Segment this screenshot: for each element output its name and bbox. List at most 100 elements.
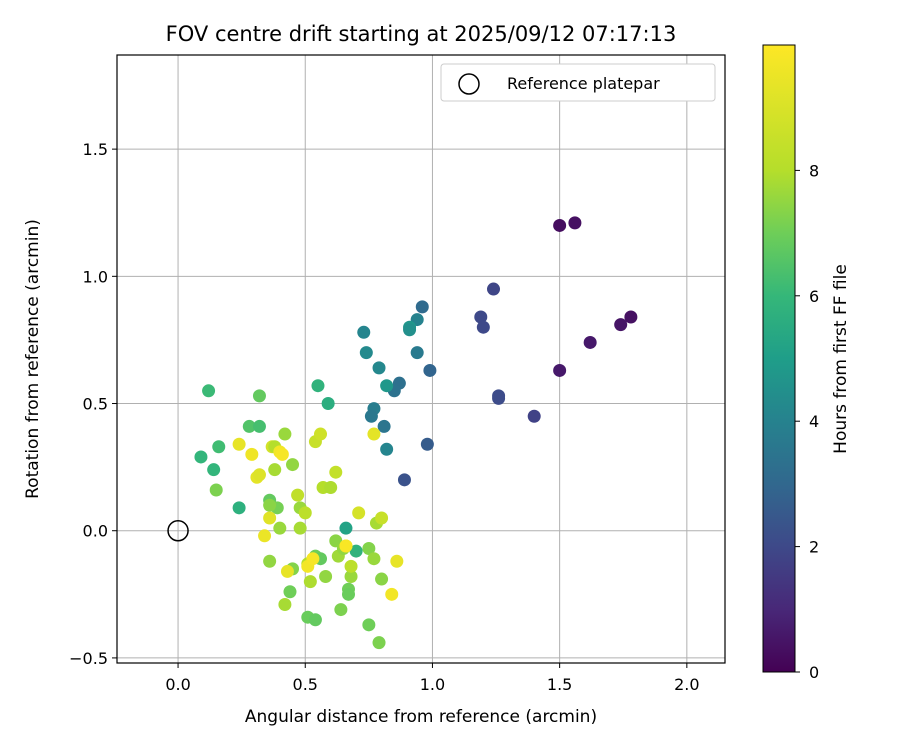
data-point [487, 282, 501, 296]
x-axis-ticks: 0.0 0.5 1.0 1.5 2.0 [165, 663, 700, 694]
data-point [403, 323, 417, 337]
data-point [527, 409, 541, 423]
colorbar-label: Hours from first FF file [831, 264, 851, 454]
colorbar-tick-label: 6 [809, 287, 819, 306]
y-axis-label: Rotation from reference (arcmin) [23, 219, 43, 499]
data-point [341, 587, 355, 601]
legend: Reference platepar [440, 63, 716, 102]
colorbar-tick-label: 8 [809, 161, 819, 180]
data-point [275, 447, 289, 461]
legend-marker-icon [458, 73, 480, 95]
data-point [306, 552, 320, 566]
data-point [308, 613, 322, 627]
y-tick-label: 1.5 [83, 140, 108, 159]
data-point [357, 325, 371, 339]
data-point [377, 419, 391, 433]
data-point [375, 511, 389, 525]
colorbar-tick-label: 4 [809, 412, 819, 431]
data-point [242, 419, 256, 433]
data-point [349, 544, 363, 558]
reference-platepar-marker [167, 519, 189, 542]
data-point [232, 437, 246, 451]
data-point [344, 559, 358, 573]
colorbar-tick-label: 2 [809, 538, 819, 557]
data-point [273, 521, 287, 535]
data-point [268, 463, 282, 477]
data-point [314, 427, 328, 441]
data-point [303, 575, 317, 589]
data-point [553, 218, 567, 232]
data-point [553, 363, 567, 377]
data-point [252, 468, 266, 482]
data-point [372, 636, 386, 650]
data-point [334, 603, 348, 617]
data-point [367, 552, 381, 566]
y-axis-ticks: −0.5 0.0 0.5 1.0 1.5 [69, 140, 117, 668]
data-point [410, 346, 424, 360]
data-point [278, 597, 292, 611]
data-point [390, 554, 404, 568]
data-point [397, 473, 411, 487]
data-point [278, 427, 292, 441]
data-point [298, 506, 312, 520]
data-point [415, 300, 429, 314]
data-point [367, 427, 381, 441]
plot-frame [116, 54, 726, 664]
data-point [624, 310, 638, 324]
data-point [207, 463, 221, 477]
x-tick-label: 1.0 [420, 675, 445, 694]
data-point [258, 529, 272, 543]
data-point [280, 564, 294, 578]
x-tick-label: 2.0 [674, 675, 699, 694]
data-point [245, 447, 259, 461]
data-point [614, 318, 628, 332]
data-point [252, 389, 266, 403]
y-tick-label: 0.0 [83, 522, 108, 541]
data-point [311, 379, 325, 393]
data-point [293, 521, 307, 535]
data-point [352, 506, 366, 520]
data-point [329, 465, 343, 479]
data-point [344, 570, 358, 584]
data-point [202, 384, 216, 398]
data-point [263, 511, 277, 525]
data-point [385, 587, 399, 601]
data-point [476, 320, 490, 334]
legend-label: Reference platepar [507, 74, 660, 93]
data-point [212, 440, 226, 454]
y-tick-label: 0.5 [83, 395, 108, 414]
colorbar [762, 44, 796, 673]
legend-box [440, 63, 716, 102]
x-tick-label: 1.5 [547, 675, 572, 694]
y-tick-label: −0.5 [69, 649, 108, 668]
data-point [319, 570, 333, 584]
data-point [252, 419, 266, 433]
data-point [339, 539, 353, 553]
x-tick-label: 0.5 [293, 675, 318, 694]
data-point [372, 361, 386, 375]
data-point [194, 450, 208, 464]
colorbar-ticks: 0 2 4 6 8 [795, 161, 819, 682]
data-point [364, 409, 378, 423]
data-point [263, 498, 277, 512]
data-point [324, 480, 338, 494]
reference-marker-layer [167, 519, 189, 542]
x-tick-label: 0.0 [165, 675, 190, 694]
data-point [339, 521, 353, 535]
data-point [286, 458, 300, 472]
y-tick-label: 1.0 [83, 267, 108, 286]
data-point [359, 346, 373, 360]
data-point [283, 585, 297, 599]
grid [117, 55, 725, 663]
data-point [380, 379, 394, 393]
data-point [423, 363, 437, 377]
colorbar-tick-label: 0 [809, 663, 819, 682]
data-point [291, 488, 305, 502]
data-point [380, 442, 394, 456]
data-point [375, 572, 389, 586]
data-point [263, 554, 277, 568]
data-point [232, 501, 246, 515]
data-point [568, 216, 582, 230]
x-axis-label: Angular distance from reference (arcmin) [245, 707, 597, 727]
